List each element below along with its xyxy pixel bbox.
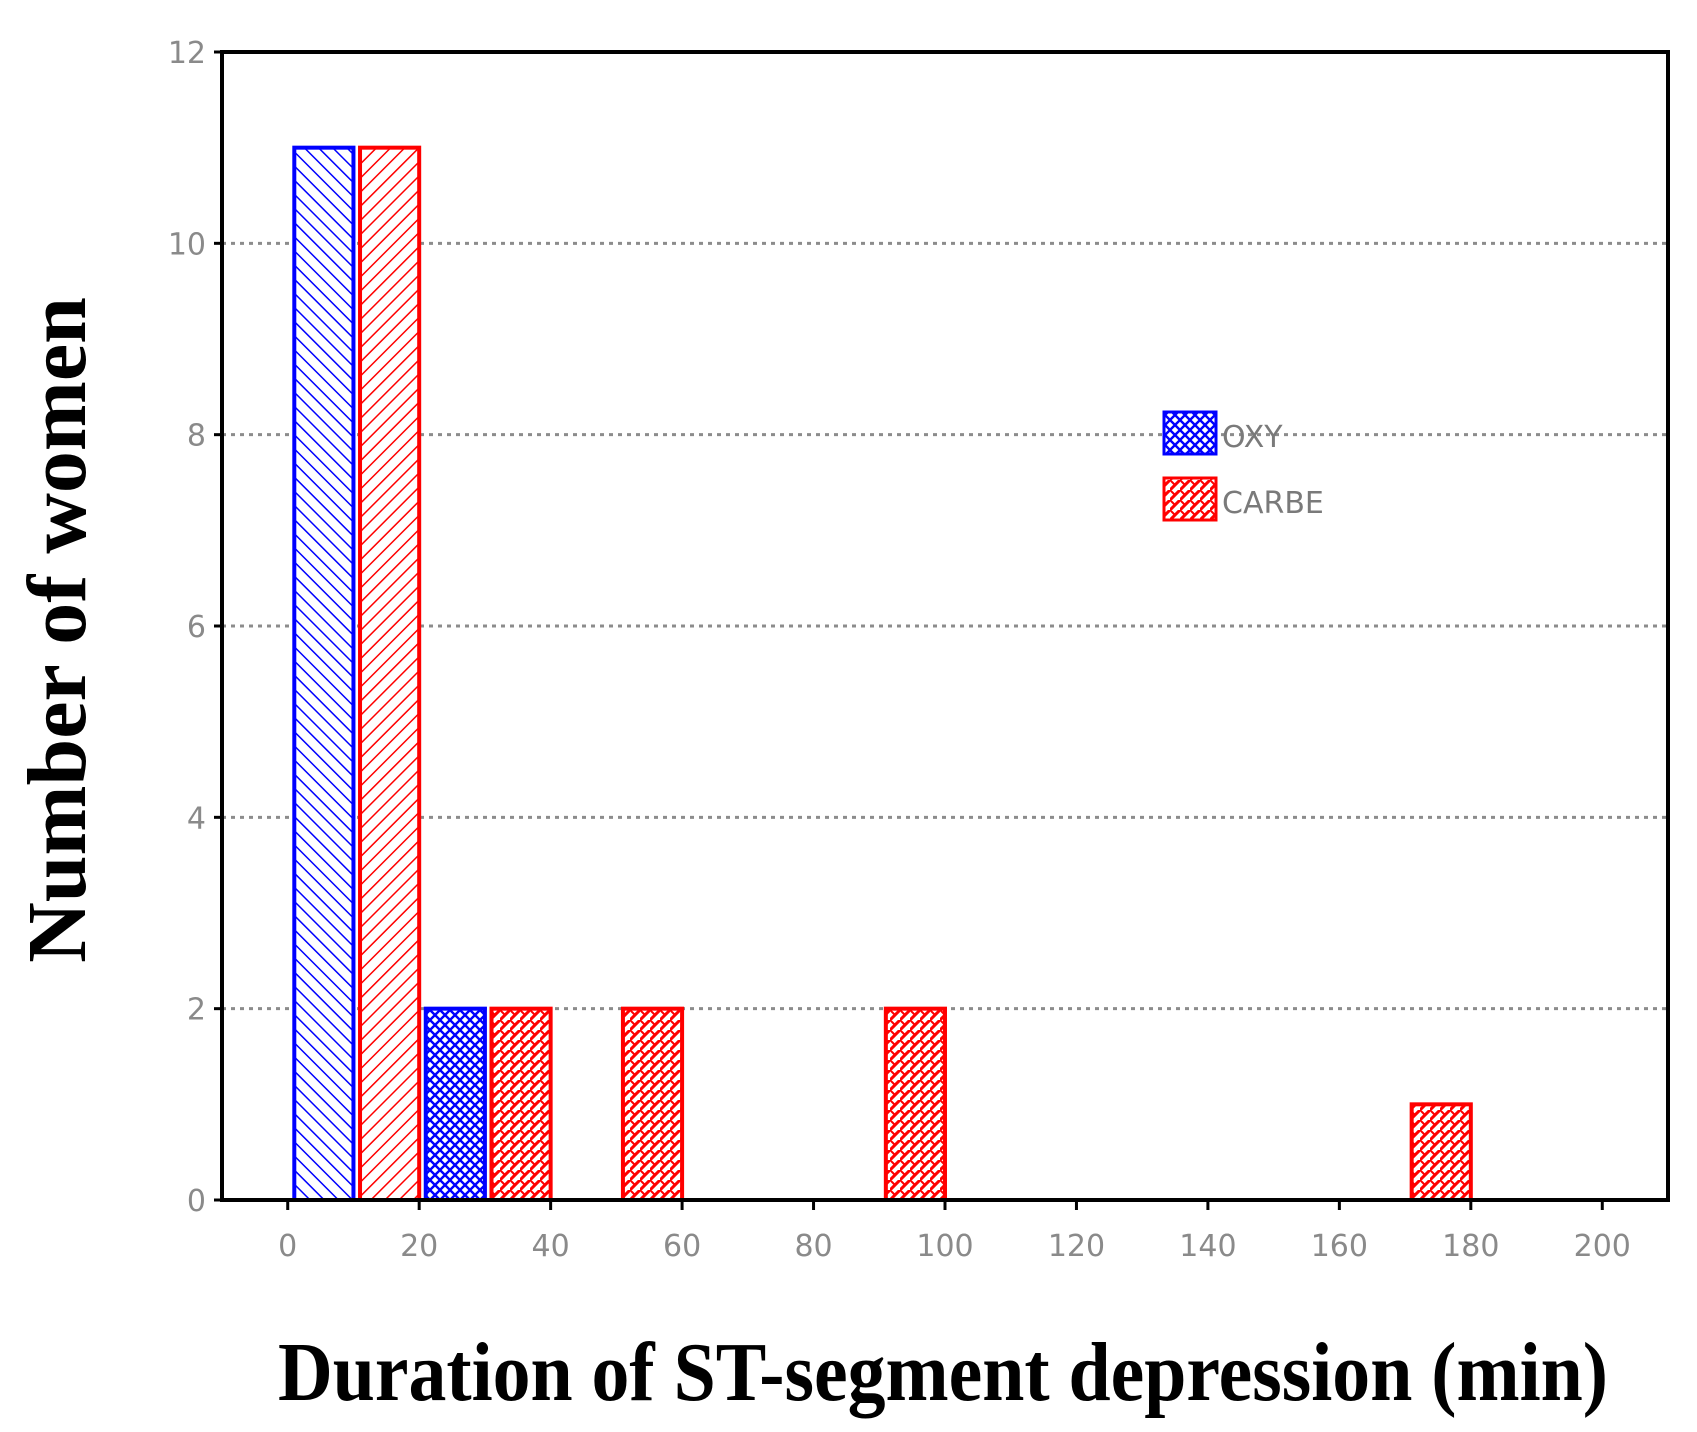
y-tick-label: 12 — [168, 36, 206, 71]
legend-swatch-oxy — [1162, 410, 1218, 456]
x-tick-label: 180 — [1442, 1229, 1499, 1264]
y-tick-label: 6 — [187, 610, 206, 645]
legend: OXY CARBE — [1162, 410, 1324, 522]
y-ticks: 0 2 4 6 8 10 12 — [168, 36, 222, 1219]
x-tick-label: 60 — [663, 1229, 701, 1264]
x-ticks: 0 20 40 60 80 100 120 140 160 180 200 — [278, 1200, 1631, 1264]
y-axis-title: Number of women — [11, 297, 104, 963]
x-tick-label: 120 — [1048, 1229, 1105, 1264]
x-tick-label: 40 — [532, 1229, 570, 1264]
bar-carbe — [1409, 1102, 1473, 1203]
bar-carbe — [489, 1006, 553, 1203]
x-tick-label: 20 — [400, 1229, 438, 1264]
grid-lines — [222, 241, 1668, 1011]
legend-label-oxy: OXY — [1222, 420, 1283, 455]
x-tick-label: 0 — [278, 1229, 297, 1264]
legend-label-carbe: CARBE — [1222, 486, 1324, 521]
x-axis-title: Duration of ST-segment depression (min) — [278, 1326, 1608, 1419]
bar-oxy — [292, 145, 356, 1203]
bar-carbe — [883, 1006, 948, 1203]
x-tick-label: 100 — [916, 1229, 973, 1264]
x-tick-label: 200 — [1574, 1229, 1631, 1264]
x-tick-label: 160 — [1311, 1229, 1368, 1264]
y-tick-label: 10 — [168, 227, 206, 262]
legend-swatch-carbe — [1162, 476, 1218, 522]
bar-carbe — [620, 1006, 685, 1203]
x-tick-label: 80 — [794, 1229, 832, 1264]
y-tick-label: 2 — [187, 993, 206, 1028]
y-tick-label: 0 — [187, 1184, 206, 1219]
bar-carbe — [358, 145, 422, 1203]
y-tick-label: 8 — [187, 419, 206, 454]
bar-oxy — [423, 1006, 487, 1203]
bars — [292, 145, 1473, 1203]
y-tick-label: 4 — [187, 801, 206, 836]
x-tick-label: 140 — [1179, 1229, 1236, 1264]
